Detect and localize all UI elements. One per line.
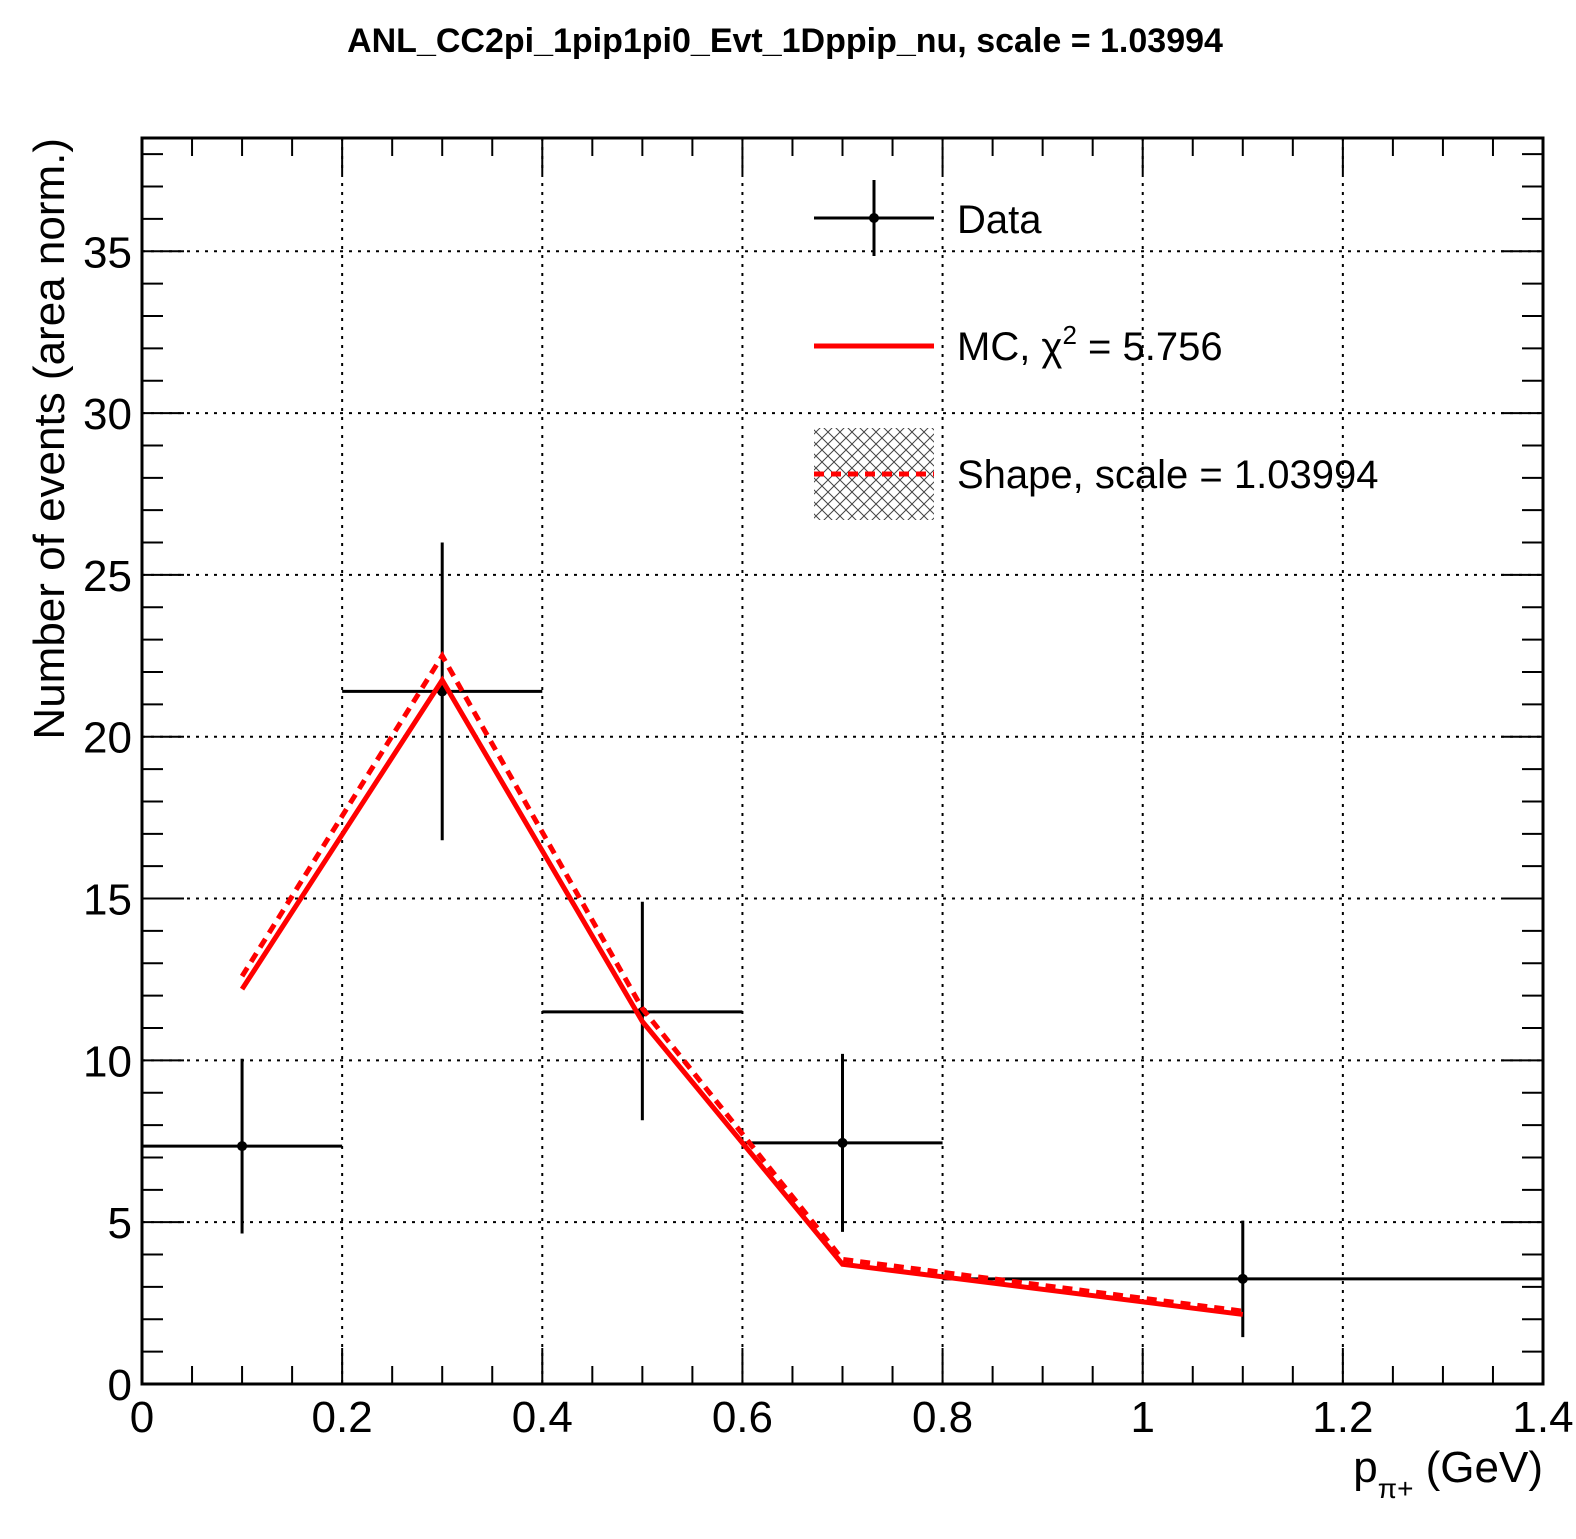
legend-shape-label: Shape, scale = 1.03994 (957, 453, 1378, 497)
legend-mc-label-sup: 2 (1062, 320, 1076, 350)
x-axis-label-sub: π+ (1378, 1473, 1414, 1504)
x-tick-label: 1.2 (1312, 1393, 1373, 1442)
y-tick-labels: 0 5 10 15 20 25 30 35 (83, 228, 132, 1410)
data-marker (237, 1141, 248, 1152)
chart-title: ANL_CC2pi_1pip1pi0_Evt_1Dppip_nu, scale … (347, 22, 1223, 60)
x-tick-label: 1.4 (1512, 1393, 1573, 1442)
y-tick-label: 15 (83, 876, 132, 925)
x-tick-label: 0.8 (912, 1393, 973, 1442)
x-tick-label: 1 (1130, 1393, 1154, 1442)
legend: Data MC, χ2 = 5.756 Shape, scale = 1.039… (814, 180, 1378, 520)
legend-data-marker (869, 213, 879, 223)
y-tick-label: 25 (83, 552, 132, 601)
x-tick-label: 0.4 (512, 1393, 573, 1442)
legend-item-mc: MC, χ2 = 5.756 (814, 320, 1223, 369)
y-axis-label: Number of events (area norm.) (25, 138, 74, 740)
data-marks (142, 542, 1543, 1338)
y-tick-label: 35 (83, 228, 132, 277)
x-axis-label-unit: (GeV) (1413, 1443, 1543, 1492)
x-axis-label: pπ+ (GeV) (1353, 1443, 1543, 1504)
y-tick-label: 10 (83, 1037, 132, 1086)
x-tick-label: 0.6 (712, 1393, 773, 1442)
shape-series-line (239, 650, 1244, 1314)
y-tick-label: 0 (108, 1361, 132, 1410)
grid (142, 138, 1543, 1384)
data-point (942, 1220, 1543, 1338)
x-tick-label: 0.2 (312, 1393, 373, 1442)
legend-data-label: Data (957, 198, 1042, 242)
legend-mc-label: MC, χ2 = 5.756 (957, 320, 1223, 369)
data-marker (837, 1137, 848, 1148)
axis-ticks (141, 138, 1544, 1385)
legend-mc-label-main: MC, χ (957, 325, 1062, 369)
y-tick-label: 20 (83, 714, 132, 763)
x-tick-label: 0 (130, 1393, 154, 1442)
data-point (742, 1053, 943, 1232)
x-axis-label-main: p (1353, 1443, 1377, 1492)
y-tick-label: 5 (108, 1199, 132, 1248)
legend-item-shape: Shape, scale = 1.03994 (814, 428, 1378, 520)
legend-item-data: Data (814, 180, 1042, 256)
data-point (142, 1058, 343, 1234)
data-marker (1237, 1273, 1248, 1284)
x-tick-labels: 0 0.2 0.4 0.6 0.8 1 1.2 1.4 (130, 1393, 1574, 1442)
legend-mc-label-suffix: = 5.756 (1077, 325, 1223, 369)
y-tick-label: 30 (83, 390, 132, 439)
mc-series-line (239, 675, 1244, 1317)
